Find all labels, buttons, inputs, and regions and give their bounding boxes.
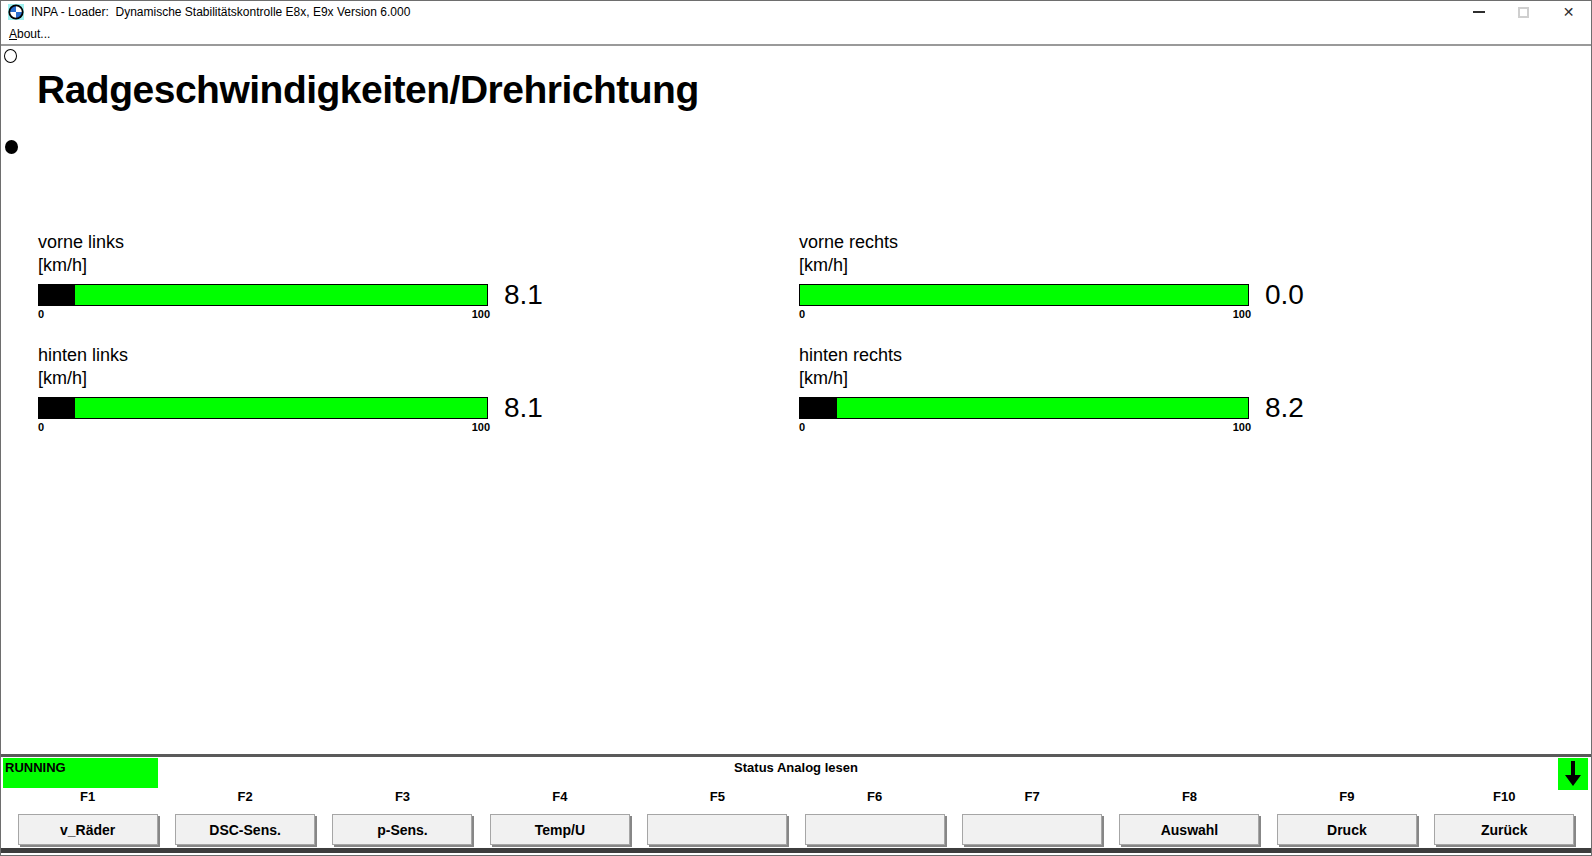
gauge-hinten-rechts: hinten rechts [km/h] 8.2 0 100 bbox=[799, 344, 1319, 433]
gauge-label: hinten rechts bbox=[799, 344, 1319, 367]
fkey-label: F10 bbox=[1426, 789, 1583, 803]
gauge-scale-max: 100 bbox=[472, 421, 490, 433]
gauge-scale-min: 0 bbox=[799, 421, 805, 433]
close-icon: ✕ bbox=[1563, 5, 1575, 19]
gauge-scale-min: 0 bbox=[38, 308, 44, 320]
arrow-down-icon bbox=[1560, 760, 1586, 788]
gauge-vorne-links: vorne links [km/h] 8.1 0 100 bbox=[38, 231, 558, 320]
gauge-value: 8.1 bbox=[504, 397, 543, 419]
f1-button[interactable]: v_Räder bbox=[18, 814, 158, 845]
gauge-scale: 0 100 bbox=[799, 308, 1251, 320]
fkey-label: F2 bbox=[166, 789, 323, 803]
fkey-label: F4 bbox=[481, 789, 638, 803]
gauge-label: vorne links bbox=[38, 231, 558, 254]
fkey-col-f7: F7 bbox=[953, 789, 1110, 845]
function-key-row: F1 v_Räder F2 DSC-Sens. F3 p-Sens. F4 Te… bbox=[9, 789, 1583, 845]
maximize-icon bbox=[1518, 7, 1529, 18]
fkey-label: F6 bbox=[796, 789, 953, 803]
fkey-label: F8 bbox=[1111, 789, 1268, 803]
fkey-col-f8: F8 Auswahl bbox=[1111, 789, 1268, 845]
gauge-unit: [km/h] bbox=[38, 367, 558, 390]
bmw-roundel-icon bbox=[8, 4, 24, 20]
gauge-label: hinten links bbox=[38, 344, 558, 367]
f7-button[interactable] bbox=[962, 814, 1102, 845]
minimize-button[interactable] bbox=[1456, 1, 1501, 23]
f5-button[interactable] bbox=[647, 814, 787, 845]
fkey-col-f6: F6 bbox=[796, 789, 953, 845]
fkey-col-f2: F2 DSC-Sens. bbox=[166, 789, 323, 845]
gauge-scale-max: 100 bbox=[472, 308, 490, 320]
gauge-bar bbox=[799, 397, 1249, 419]
fkey-col-f3: F3 p-Sens. bbox=[324, 789, 481, 845]
gauge-label: vorne rechts bbox=[799, 231, 1319, 254]
f4-button[interactable]: Temp/U bbox=[490, 814, 630, 845]
gauge-scale-min: 0 bbox=[38, 421, 44, 433]
titlebar: INPA - Loader: Dynamische Stabilitätskon… bbox=[1, 1, 1591, 23]
menu-about-rest: bout... bbox=[17, 27, 50, 41]
f6-button[interactable] bbox=[805, 814, 945, 845]
gauge-bar-fill bbox=[39, 285, 75, 305]
gauge-bar-fill bbox=[39, 398, 75, 418]
gauge-value: 0.0 bbox=[1265, 284, 1304, 306]
gauge-hinten-links: hinten links [km/h] 8.1 0 100 bbox=[38, 344, 558, 433]
inpa-window: INPA - Loader: Dynamische Stabilitätskon… bbox=[0, 0, 1592, 856]
gauge-scale-max: 100 bbox=[1233, 308, 1251, 320]
statusbar: RUNNING Status Analog lesen F1 v_Räder F… bbox=[1, 754, 1591, 855]
f9-button[interactable]: Druck bbox=[1277, 814, 1417, 845]
gauge-bar bbox=[38, 397, 488, 419]
gauge-bar bbox=[38, 284, 488, 306]
gauge-scale: 0 100 bbox=[38, 421, 490, 433]
fkey-col-f9: F9 Druck bbox=[1268, 789, 1425, 845]
gauge-scale-min: 0 bbox=[799, 308, 805, 320]
window-controls: ✕ bbox=[1456, 1, 1591, 23]
direction-indicator-empty-circle bbox=[4, 49, 17, 63]
fkey-label: F1 bbox=[9, 789, 166, 803]
minimize-icon bbox=[1473, 11, 1485, 13]
fkey-col-f10: F10 Zurück bbox=[1426, 789, 1583, 845]
scroll-down-indicator[interactable] bbox=[1558, 758, 1588, 790]
gauge-unit: [km/h] bbox=[38, 254, 558, 277]
page-title: Radgeschwindigkeiten/Drehrichtung bbox=[37, 68, 699, 112]
fkey-label: F5 bbox=[639, 789, 796, 803]
fkey-label: F7 bbox=[953, 789, 1110, 803]
content-area: Radgeschwindigkeiten/Drehrichtung vorne … bbox=[1, 48, 1591, 754]
gauge-unit: [km/h] bbox=[799, 254, 1319, 277]
gauge-scale: 0 100 bbox=[799, 421, 1251, 433]
f10-button[interactable]: Zurück bbox=[1434, 814, 1574, 845]
gauge-bar-fill bbox=[800, 398, 837, 418]
fkey-col-f4: F4 Temp/U bbox=[481, 789, 638, 845]
close-button[interactable]: ✕ bbox=[1546, 1, 1591, 23]
gauge-scale: 0 100 bbox=[38, 308, 490, 320]
gauge-value: 8.1 bbox=[504, 284, 543, 306]
fkey-label: F3 bbox=[324, 789, 481, 803]
f8-button[interactable]: Auswahl bbox=[1119, 814, 1259, 845]
fkey-label: F9 bbox=[1268, 789, 1425, 803]
menubar: About... bbox=[1, 23, 1591, 46]
f2-button[interactable]: DSC-Sens. bbox=[175, 814, 315, 845]
gauge-value: 8.2 bbox=[1265, 397, 1304, 419]
menu-item-about[interactable]: About... bbox=[9, 27, 50, 41]
status-message: Status Analog lesen bbox=[1, 760, 1591, 775]
fkey-col-f1: F1 v_Räder bbox=[9, 789, 166, 845]
fkey-col-f5: F5 bbox=[639, 789, 796, 845]
window-title: INPA - Loader: Dynamische Stabilitätskon… bbox=[31, 5, 410, 19]
f3-button[interactable]: p-Sens. bbox=[332, 814, 472, 845]
menu-about-initial: A bbox=[9, 27, 17, 41]
maximize-button[interactable] bbox=[1501, 1, 1546, 23]
gauge-scale-max: 100 bbox=[1233, 421, 1251, 433]
gauge-vorne-rechts: vorne rechts [km/h] 0.0 0 100 bbox=[799, 231, 1319, 320]
gauge-unit: [km/h] bbox=[799, 367, 1319, 390]
direction-indicator-filled-circle bbox=[5, 140, 18, 154]
gauge-bar bbox=[799, 284, 1249, 306]
